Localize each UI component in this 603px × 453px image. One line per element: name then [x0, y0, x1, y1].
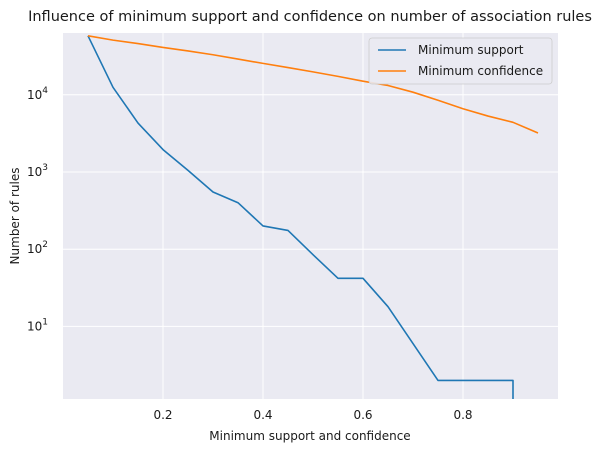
- chart-title: Influence of minimum support and confide…: [28, 9, 592, 25]
- y-tick-label: 102: [27, 240, 48, 256]
- series-line-1: [87, 35, 514, 399]
- x-tick-label: 0.4: [253, 408, 272, 422]
- x-tick-label: 0.8: [453, 408, 472, 422]
- plot-area: [63, 33, 558, 399]
- x-tick-label: 0.2: [153, 408, 172, 422]
- y-tick-labels: 101 102 103 104: [27, 86, 48, 334]
- y-axis-label: Number of rules: [8, 168, 22, 265]
- x-tick-labels: 0.2 0.4 0.6 0.8: [153, 408, 472, 422]
- y-tick-label: 104: [27, 86, 48, 102]
- series-line-2: [87, 35, 539, 134]
- y-tick-label: 101: [27, 317, 48, 333]
- legend-label: Minimum support: [418, 43, 524, 57]
- y-tick-label: 103: [27, 163, 48, 179]
- legend-box: [368, 37, 553, 85]
- grid: [63, 33, 558, 399]
- series-lines: [87, 35, 539, 399]
- legend: Minimum support Minimum confidence: [368, 37, 553, 85]
- x-tick-label: 0.6: [353, 408, 372, 422]
- legend-label: Minimum confidence: [418, 64, 543, 78]
- x-axis-label: Minimum support and confidence: [209, 429, 410, 443]
